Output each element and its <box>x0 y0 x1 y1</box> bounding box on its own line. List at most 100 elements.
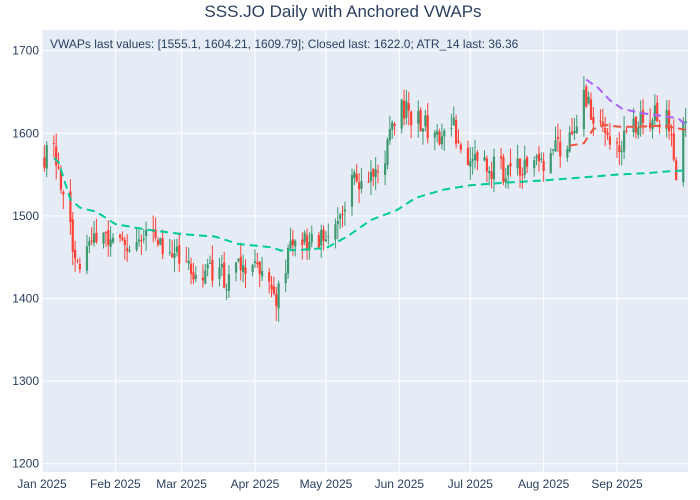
candle-body <box>625 130 628 132</box>
candle-body <box>440 136 444 145</box>
candle-body <box>104 232 107 234</box>
candle-body <box>187 260 190 264</box>
candle-body <box>670 134 673 136</box>
candle-body <box>542 160 545 171</box>
candle-body <box>452 117 455 126</box>
candlesticks <box>43 76 687 323</box>
vwap-annotation: VWAPs last values: [1555.1, 1604.21, 160… <box>50 37 519 51</box>
candle-body <box>303 232 306 242</box>
y-tick-label: 1600 <box>12 126 39 140</box>
candle-body <box>270 284 273 290</box>
candle-body <box>92 233 96 243</box>
candle-body <box>410 111 413 126</box>
x-tick-label: May 2025 <box>300 477 353 491</box>
candle-body <box>575 126 578 133</box>
candle-body <box>554 140 557 152</box>
candle-body <box>78 263 81 270</box>
candle-body <box>317 235 320 248</box>
candle-body <box>476 152 479 161</box>
candle-body <box>256 262 259 265</box>
candle-body <box>189 263 193 274</box>
candle-body <box>455 119 458 144</box>
candle-body <box>45 145 48 169</box>
candle-body <box>71 219 74 252</box>
candle-body <box>391 122 394 130</box>
candle-body <box>260 271 264 277</box>
x-tick-label: Jun 2025 <box>375 477 425 491</box>
x-axis-ticks: Jan 2025 Feb 2025 Mar 2025 Apr 2025 May 2025… <box>17 477 643 491</box>
candle-body <box>639 111 642 126</box>
candle-body <box>253 261 257 263</box>
candle-body <box>374 169 377 177</box>
candle-body <box>568 132 571 152</box>
candle-body <box>589 99 593 120</box>
candle-body <box>206 264 209 269</box>
candle-body <box>684 121 687 124</box>
candle-body <box>286 248 290 274</box>
candle-body <box>672 133 675 160</box>
y-axis-ticks: 1200 1300 1400 1500 1600 1700 <box>12 44 39 471</box>
y-tick-label: 1700 <box>12 44 39 58</box>
candle-body <box>310 234 313 243</box>
candle-body <box>556 137 559 140</box>
candle-body <box>95 232 98 243</box>
candle-body <box>353 172 356 178</box>
candle-body <box>171 253 174 258</box>
candle-body <box>421 128 425 132</box>
candle-body <box>234 262 238 273</box>
candle-body <box>402 100 406 119</box>
candle-body <box>424 115 427 127</box>
candle-body <box>43 157 46 168</box>
candle-body <box>601 121 604 127</box>
candle-body <box>137 239 141 242</box>
y-tick-label: 1200 <box>12 457 39 471</box>
candle-body <box>334 224 337 240</box>
candle-body <box>615 142 619 144</box>
candle-body <box>185 261 188 263</box>
candle-body <box>540 158 543 160</box>
candle-body <box>272 286 275 294</box>
candle-body <box>223 262 226 288</box>
plot-area <box>42 30 688 472</box>
candle-body <box>322 229 325 241</box>
candle-body <box>341 214 344 216</box>
candle-body <box>549 153 552 174</box>
candle-body <box>74 249 77 259</box>
candle-body <box>204 270 207 284</box>
candle-body <box>502 157 505 183</box>
candle-body <box>275 294 278 307</box>
candle-body <box>473 153 477 160</box>
candle-body <box>450 128 453 130</box>
candle-body <box>407 103 410 111</box>
candle-body <box>135 242 138 250</box>
candle-body <box>535 156 538 159</box>
candle-body <box>499 156 503 159</box>
candle-body <box>570 131 574 135</box>
candle-body <box>360 181 363 189</box>
candle-body <box>492 156 496 180</box>
y-tick-label: 1500 <box>12 209 39 223</box>
candle-body <box>211 259 214 281</box>
candle-body <box>173 253 176 259</box>
candle-body <box>239 256 242 271</box>
candle-body <box>208 263 212 265</box>
candle-body <box>386 139 389 165</box>
candle-body <box>620 150 623 153</box>
vwap-line-2 <box>569 123 686 147</box>
candle-body <box>201 277 205 281</box>
candle-body <box>471 158 474 162</box>
vwap-line-3 <box>585 78 687 126</box>
vwap-lines <box>53 78 687 252</box>
candle-body <box>504 178 507 183</box>
candle-body <box>682 121 685 183</box>
candle-body <box>604 128 607 133</box>
candle-body <box>90 240 93 242</box>
candle-body <box>372 169 375 177</box>
candle-body <box>268 272 271 282</box>
candle-body <box>525 157 529 167</box>
candle-body <box>324 239 328 242</box>
candle-body <box>419 110 422 132</box>
candle-body <box>62 192 65 195</box>
candle-body <box>55 146 58 166</box>
